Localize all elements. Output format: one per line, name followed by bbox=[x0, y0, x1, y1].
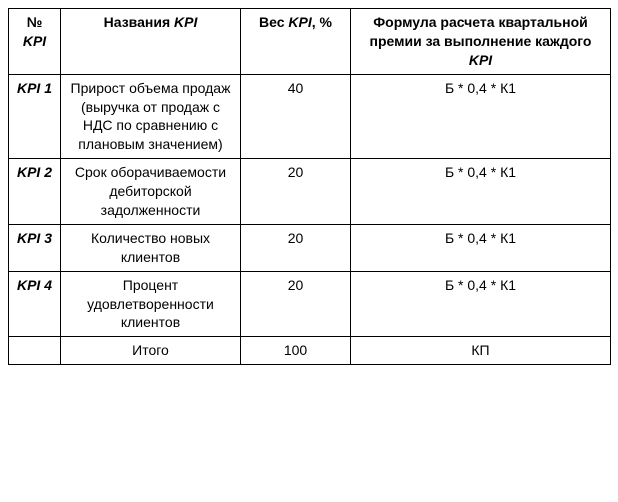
cell-kpi-weight: 40 bbox=[241, 74, 351, 159]
cell-kpi-weight: 20 bbox=[241, 271, 351, 337]
cell-kpi-number: KPI 4 bbox=[9, 271, 61, 337]
cell-footer-total-label: Итого bbox=[61, 337, 241, 365]
cell-kpi-number: KPI 1 bbox=[9, 74, 61, 159]
cell-kpi-number: KPI 2 bbox=[9, 159, 61, 225]
cell-kpi-name: Процент удовлетворенности клиентов bbox=[61, 271, 241, 337]
cell-footer-blank bbox=[9, 337, 61, 365]
cell-kpi-weight: 20 bbox=[241, 224, 351, 271]
cell-kpi-formula: Б * 0,4 * К1 bbox=[351, 224, 611, 271]
table-row: KPI 2 Срок оборачиваемости дебиторской з… bbox=[9, 159, 611, 225]
table-row: KPI 1 Прирост объема продаж (выручка от … bbox=[9, 74, 611, 159]
kpi-table: № KPI Названия KPI Вес KPI, % Формула ра… bbox=[8, 8, 611, 365]
table-footer-row: Итого 100 КП bbox=[9, 337, 611, 365]
cell-kpi-name: Количество новых клиентов bbox=[61, 224, 241, 271]
table-row: KPI 3 Количество новых клиентов 20 Б * 0… bbox=[9, 224, 611, 271]
cell-kpi-formula: Б * 0,4 * К1 bbox=[351, 271, 611, 337]
cell-kpi-weight: 20 bbox=[241, 159, 351, 225]
cell-kpi-formula: Б * 0,4 * К1 bbox=[351, 74, 611, 159]
cell-kpi-name: Прирост объема продаж (выручка от продаж… bbox=[61, 74, 241, 159]
col-header-number: № KPI bbox=[9, 9, 61, 75]
cell-kpi-name: Срок оборачиваемости дебиторской задолже… bbox=[61, 159, 241, 225]
table-header-row: № KPI Названия KPI Вес KPI, % Формула ра… bbox=[9, 9, 611, 75]
table-row: KPI 4 Процент удовлетворенности клиентов… bbox=[9, 271, 611, 337]
col-header-weight: Вес KPI, % bbox=[241, 9, 351, 75]
col-header-name: Названия KPI bbox=[61, 9, 241, 75]
cell-footer-total-weight: 100 bbox=[241, 337, 351, 365]
col-header-formula: Формула расчета квартальной премии за вы… bbox=[351, 9, 611, 75]
cell-kpi-number: KPI 3 bbox=[9, 224, 61, 271]
cell-footer-total-formula: КП bbox=[351, 337, 611, 365]
cell-kpi-formula: Б * 0,4 * К1 bbox=[351, 159, 611, 225]
